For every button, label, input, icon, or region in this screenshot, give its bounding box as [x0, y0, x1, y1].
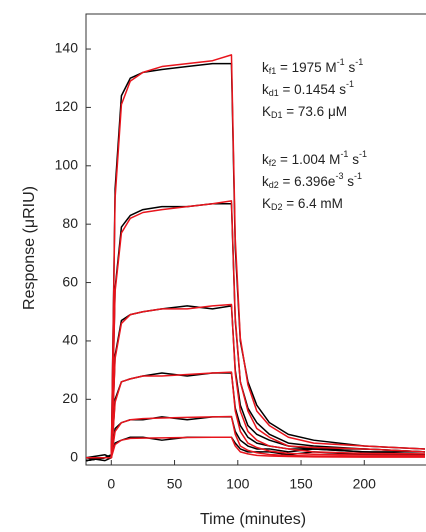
- annotation-part: -1: [355, 57, 363, 67]
- annotation-part: = 6.396e: [279, 174, 336, 189]
- x-tick-label: 50: [167, 476, 183, 492]
- annotation-part: = 6.4 mM: [283, 196, 343, 211]
- x-tick-label: 0: [107, 476, 115, 492]
- annotation-part: k: [262, 152, 269, 167]
- annotation-part: s: [343, 174, 354, 189]
- y-axis-label: Response (μRIU): [21, 186, 38, 310]
- y-tick-label: 100: [55, 156, 79, 172]
- series-line: [86, 371, 426, 459]
- annotation-part: s: [345, 60, 356, 75]
- annotation-part: K: [262, 104, 271, 119]
- annotation-part: d2: [269, 180, 279, 190]
- annotation-part: = 1.004 M: [276, 152, 340, 167]
- series-line: [85, 305, 426, 459]
- annotation-part: -1: [346, 79, 354, 89]
- plot-frame: [85, 13, 426, 466]
- annotation-part: -1: [354, 171, 362, 181]
- annotation: kd2 = 6.396e-3 s-1: [262, 171, 362, 190]
- series-line: [85, 202, 426, 462]
- x-tick-label: 100: [226, 476, 250, 492]
- annotation-part: -3: [335, 171, 343, 181]
- annotation-part: s: [348, 152, 359, 167]
- y-tick-label: 40: [62, 332, 78, 348]
- annotation-part: = 1975 M: [276, 60, 336, 75]
- annotation-part: k: [262, 174, 269, 189]
- y-tick-label: 0: [70, 448, 78, 464]
- annotation-part: -1: [340, 149, 348, 159]
- annotation-part: f2: [269, 158, 277, 168]
- annotation-part: d1: [269, 88, 279, 98]
- annotation: kf1 = 1975 M-1 s-1: [262, 57, 363, 76]
- series-line: [86, 54, 426, 459]
- y-tick-label: 140: [55, 40, 79, 56]
- y-tick-label: 20: [62, 390, 78, 406]
- annotation: kd1 = 0.1454 s-1: [262, 79, 354, 98]
- x-tick-label: 200: [353, 476, 377, 492]
- annotation-part: k: [262, 82, 269, 97]
- annotation: KD2 = 6.4 mM: [262, 196, 343, 213]
- annotation: KD1 = 73.6 μM: [262, 104, 347, 121]
- series-line: [86, 200, 426, 459]
- series-line: [85, 62, 426, 462]
- annotation-part: -1: [337, 57, 345, 67]
- annotation-part: D2: [271, 202, 283, 212]
- series-line: [86, 436, 425, 459]
- y-tick-label: 60: [62, 273, 78, 289]
- annotation-part: = 73.6 μM: [283, 104, 347, 119]
- annotation-part: -1: [359, 149, 367, 159]
- series-line: [86, 415, 425, 459]
- annotation: kf2 = 1.004 M-1 s-1: [262, 149, 367, 168]
- x-tick-label: 150: [289, 476, 313, 492]
- x-axis-label: Time (minutes): [200, 511, 306, 528]
- annotation-part: K: [262, 196, 271, 211]
- annotation-part: D1: [271, 110, 283, 120]
- y-tick-label: 80: [62, 215, 78, 231]
- annotation-part: k: [262, 60, 269, 75]
- series-line: [86, 303, 426, 459]
- y-tick-label: 120: [55, 98, 79, 114]
- annotation-part: f1: [269, 66, 277, 76]
- annotation-part: = 0.1454 s: [279, 82, 346, 97]
